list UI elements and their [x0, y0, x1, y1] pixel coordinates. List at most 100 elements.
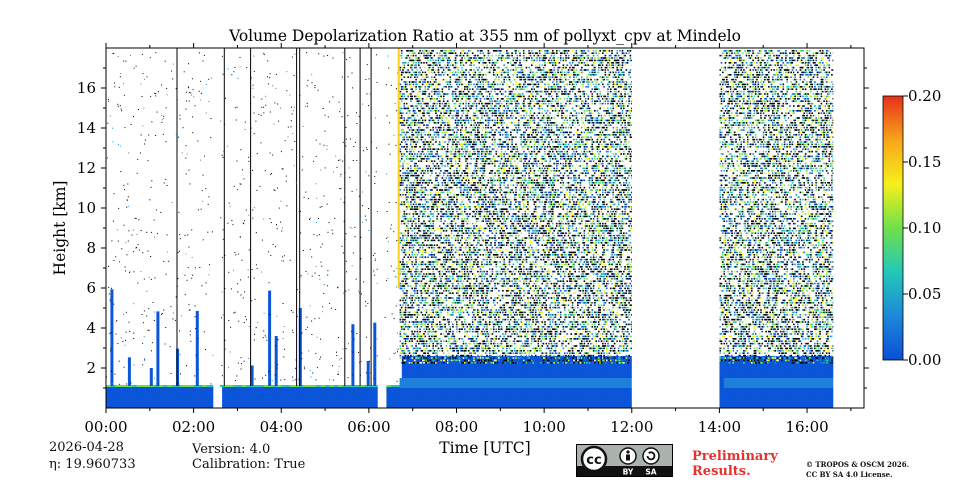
noise-pixel: [479, 206, 482, 208]
noise-pixel: [454, 251, 457, 254]
noise-pixel: [418, 318, 420, 321]
layer-inner-band: [807, 378, 812, 388]
noise-pixel: [473, 321, 475, 323]
noise-pixel: [400, 326, 403, 328]
noise-pixel: [425, 174, 428, 177]
noise-pixel: [449, 244, 452, 246]
noise-pixel: [421, 174, 424, 177]
noise-pixel: [402, 182, 404, 184]
noise-pixel: [467, 326, 470, 328]
noise-pixel: [446, 266, 449, 268]
noise-pixel: [442, 237, 445, 239]
noise-pixel: [435, 90, 437, 93]
noise-pixel: [416, 266, 419, 268]
noise-pixel: [466, 184, 469, 186]
noise-pixel: [464, 350, 466, 352]
boundary-layer-cell: [292, 386, 295, 408]
noise-pixel: [474, 215, 477, 218]
noise-pixel: [453, 90, 456, 93]
noise-pixel: [466, 306, 469, 309]
noise-pixel: [456, 230, 458, 232]
noise-pixel: [446, 126, 449, 129]
noise-pixel: [418, 100, 420, 102]
noise-pixel: [448, 107, 450, 110]
noise-pixel: [416, 347, 419, 350]
noise-pixel: [449, 153, 452, 155]
noise-pixel: [440, 225, 442, 227]
boundary-layer-cell: [224, 386, 228, 408]
noise-pixel: [460, 134, 462, 136]
noise-pixel: [406, 244, 408, 246]
noise-pixel: [425, 311, 428, 314]
noise-pixel: [428, 342, 431, 345]
noise-pixel: [432, 306, 434, 309]
noise-pixel: [400, 335, 403, 338]
noise-pixel: [399, 299, 402, 302]
noise-pixel: [458, 155, 461, 158]
noise-pixel: [407, 114, 409, 117]
noise-pixel: [446, 270, 449, 273]
noise-pixel: [420, 261, 423, 263]
noise-pixel: [482, 292, 484, 294]
noise-pixel: [469, 100, 471, 102]
layer-inner-band: [772, 378, 777, 388]
noise-pixel: [448, 309, 450, 311]
noise-pixel: [470, 362, 473, 364]
noise-pixel: [448, 333, 450, 335]
noise-pixel: [478, 184, 480, 186]
noise-pixel: [437, 218, 440, 220]
noise-pixel: [450, 354, 453, 357]
noise-pixel: [465, 330, 467, 333]
noise-pixel: [479, 110, 482, 112]
noise-pixel: [421, 342, 424, 345]
noise-pixel: [458, 203, 461, 206]
noise-pixel: [461, 227, 463, 230]
noise-pixel: [442, 59, 445, 62]
noise-pixel: [466, 191, 469, 194]
noise-pixel: [415, 143, 417, 146]
noise-pixel: [407, 225, 409, 227]
noise-pixel: [420, 335, 423, 338]
noise-pixel: [421, 141, 424, 143]
noise-pixel: [411, 90, 413, 93]
noise-pixel: [412, 352, 415, 354]
noise-pixel: [477, 174, 479, 177]
noise-pixel: [410, 345, 412, 347]
noise-pixel: [461, 261, 463, 263]
noise-pixel: [399, 117, 402, 119]
noise-pixel: [453, 165, 456, 167]
noise-pixel: [456, 280, 458, 282]
noise-pixel: [423, 342, 425, 345]
noise-pixel: [414, 206, 416, 208]
noise-pixel: [415, 105, 417, 107]
noise-pixel: [462, 357, 465, 359]
noise-pixel: [477, 263, 479, 266]
noise-pixel: [411, 263, 413, 266]
noise-pixel: [407, 98, 409, 100]
noise-pixel: [444, 179, 446, 182]
noise-pixel: [454, 52, 457, 54]
noise-pixel: [462, 54, 465, 57]
noise-pixel: [466, 323, 469, 326]
noise-pixel: [436, 162, 438, 165]
noise-pixel: [457, 251, 459, 254]
noise-pixel: [404, 340, 407, 342]
noise-pixel: [399, 242, 402, 244]
noise-pixel: [399, 258, 402, 261]
noise-pixel: [427, 244, 429, 246]
noise-pixel: [469, 198, 471, 201]
noise-pixel: [456, 182, 458, 184]
noise-pixel: [461, 316, 463, 318]
noise-pixel: [400, 249, 403, 251]
noise-pixel: [432, 304, 434, 306]
noise-pixel: [421, 107, 424, 110]
noise-pixel: [454, 59, 457, 62]
noise-pixel: [437, 57, 440, 59]
noise-pixel: [428, 122, 431, 124]
noise-pixel: [428, 335, 431, 338]
noise-pixel: [473, 251, 475, 254]
noise-pixel: [481, 138, 483, 141]
noise-pixel: [446, 83, 449, 86]
noise-pixel: [436, 194, 438, 196]
noise-pixel: [444, 309, 446, 311]
